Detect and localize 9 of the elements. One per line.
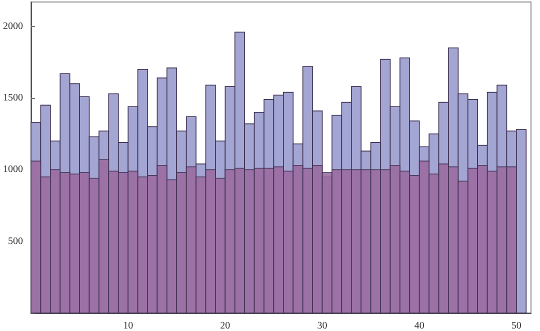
x-tick-label: 40	[414, 320, 424, 331]
x-tick-label: 10	[123, 320, 134, 331]
x-tick-label: 50	[511, 320, 522, 331]
x-tick-label: 30	[317, 320, 328, 331]
y-tick-label: 1000	[3, 164, 23, 176]
y-tick-label: 2000	[3, 20, 23, 32]
y-tick-label: 1500	[3, 92, 23, 104]
y-tick-label: 500	[8, 236, 23, 247]
x-tick-label: 20	[220, 320, 230, 331]
